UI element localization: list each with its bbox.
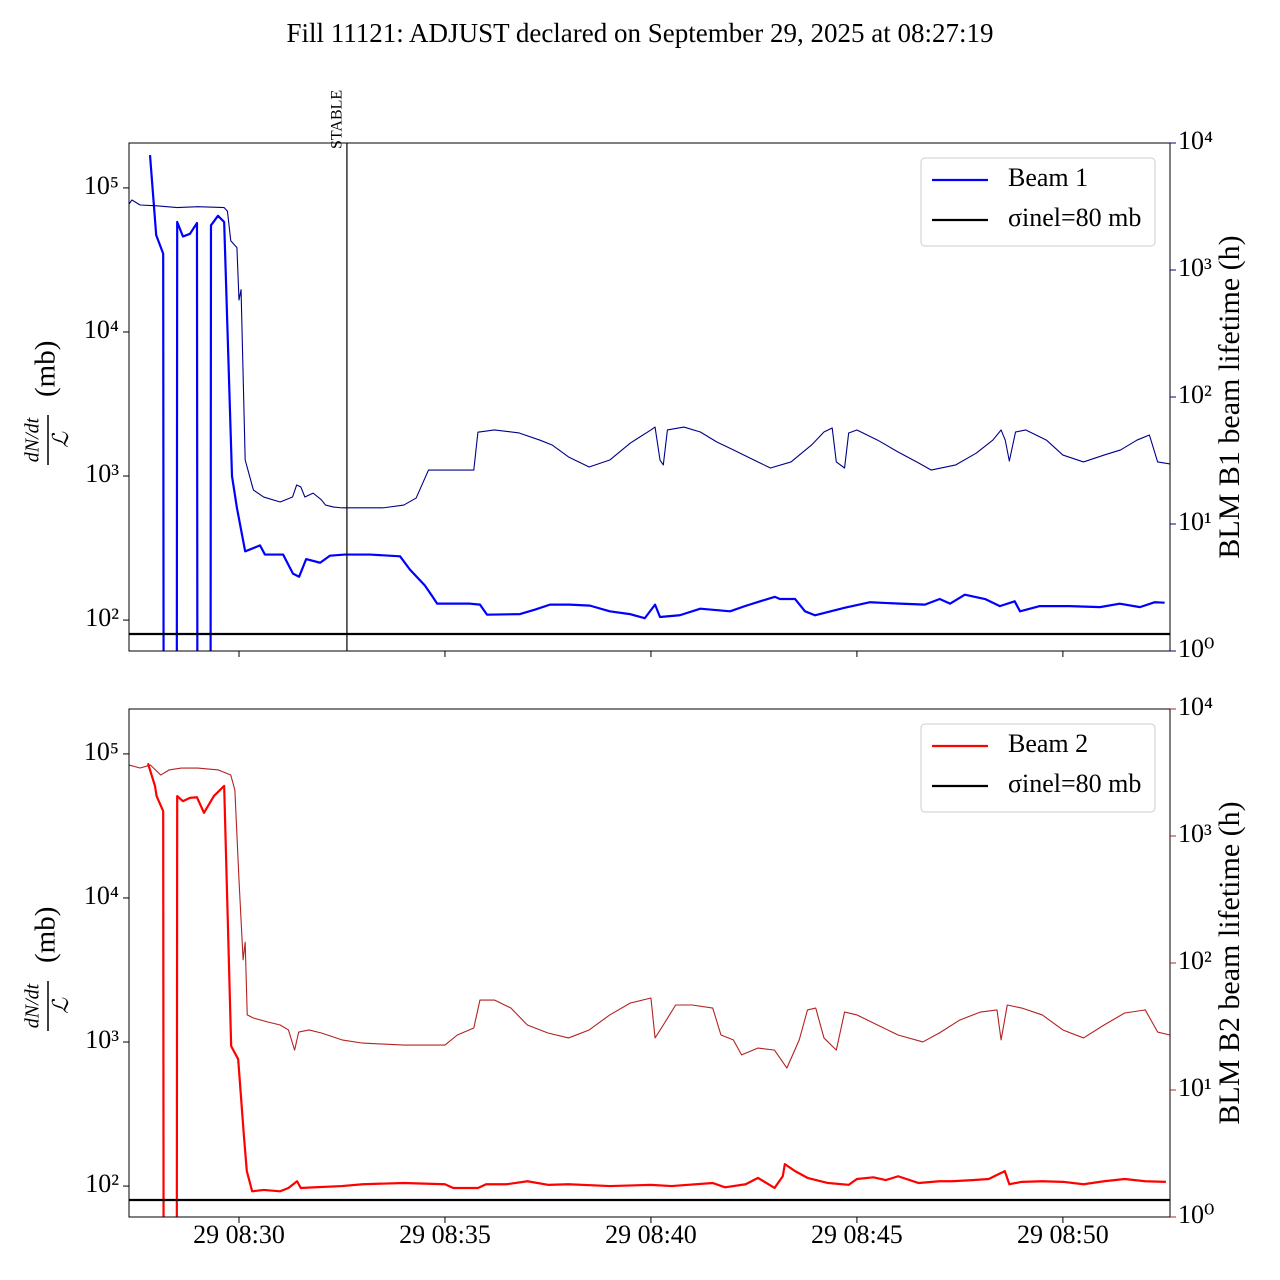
y2-tick-label: 10² <box>1178 380 1212 409</box>
plot-area <box>129 763 1170 1217</box>
x-tick-label: 29 08:35 <box>399 1220 491 1249</box>
y-tick-label: 10⁴ <box>84 881 119 910</box>
y-label-numerator: dN/dt <box>22 417 44 462</box>
y-tick-label: 10⁵ <box>84 737 119 766</box>
y-label-unit: (mb) <box>30 907 62 963</box>
y2-tick-label: 10¹ <box>1178 1073 1212 1102</box>
legend-label: σinel=80 mb <box>1008 203 1141 232</box>
y-tick-label: 10⁴ <box>84 315 119 344</box>
y-tick-label: 10⁵ <box>84 171 119 200</box>
legend-label: Beam 2 <box>1008 729 1088 758</box>
y-tick-label: 10³ <box>85 459 119 488</box>
y2-axis-label: BLM B1 beam lifetime (h) <box>1213 235 1246 558</box>
y2-tick-label: 10³ <box>1178 819 1212 848</box>
y2-tick-label: 10⁴ <box>1178 126 1213 155</box>
legend-label: σinel=80 mb <box>1008 769 1141 798</box>
y2-axis-label: BLM B2 beam lifetime (h) <box>1213 801 1246 1124</box>
x-tick-label: 29 08:45 <box>811 1220 903 1249</box>
annotation-label: STABLE <box>329 90 346 149</box>
y-axis-label: dN/dt ℒ (mb) <box>22 341 73 465</box>
y2-tick-label: 10⁰ <box>1178 634 1214 663</box>
legend-label: Beam 1 <box>1008 163 1088 192</box>
x-tick-label: 29 08:50 <box>1017 1220 1109 1249</box>
y-tick-label: 10² <box>85 1169 119 1198</box>
plot-area <box>129 154 1170 651</box>
beam-line <box>146 763 1166 1217</box>
y2-tick-label: 10¹ <box>1178 507 1212 536</box>
y-label-numerator: dN/dt <box>22 983 44 1028</box>
y-tick-label: 10² <box>85 603 119 632</box>
x-tick-label: 29 08:30 <box>193 1220 285 1249</box>
y2-tick-label: 10⁴ <box>1178 692 1213 721</box>
x-tick-label: 29 08:40 <box>605 1220 697 1249</box>
figure-title: Fill 11121: ADJUST declared on September… <box>287 18 994 48</box>
y-label-unit: (mb) <box>30 341 62 397</box>
lifetime-line <box>129 764 1170 1069</box>
y2-tick-label: 10⁰ <box>1178 1200 1214 1229</box>
y2-tick-label: 10³ <box>1178 253 1212 282</box>
lifetime-line <box>129 199 1170 509</box>
y-label-denominator: ℒ <box>48 997 73 1014</box>
y-axis-label: dN/dt ℒ (mb) <box>22 907 73 1031</box>
y-tick-label: 10³ <box>85 1025 119 1054</box>
y2-tick-label: 10² <box>1178 946 1212 975</box>
y-label-denominator: ℒ <box>48 431 73 448</box>
beam-line <box>148 154 1165 651</box>
